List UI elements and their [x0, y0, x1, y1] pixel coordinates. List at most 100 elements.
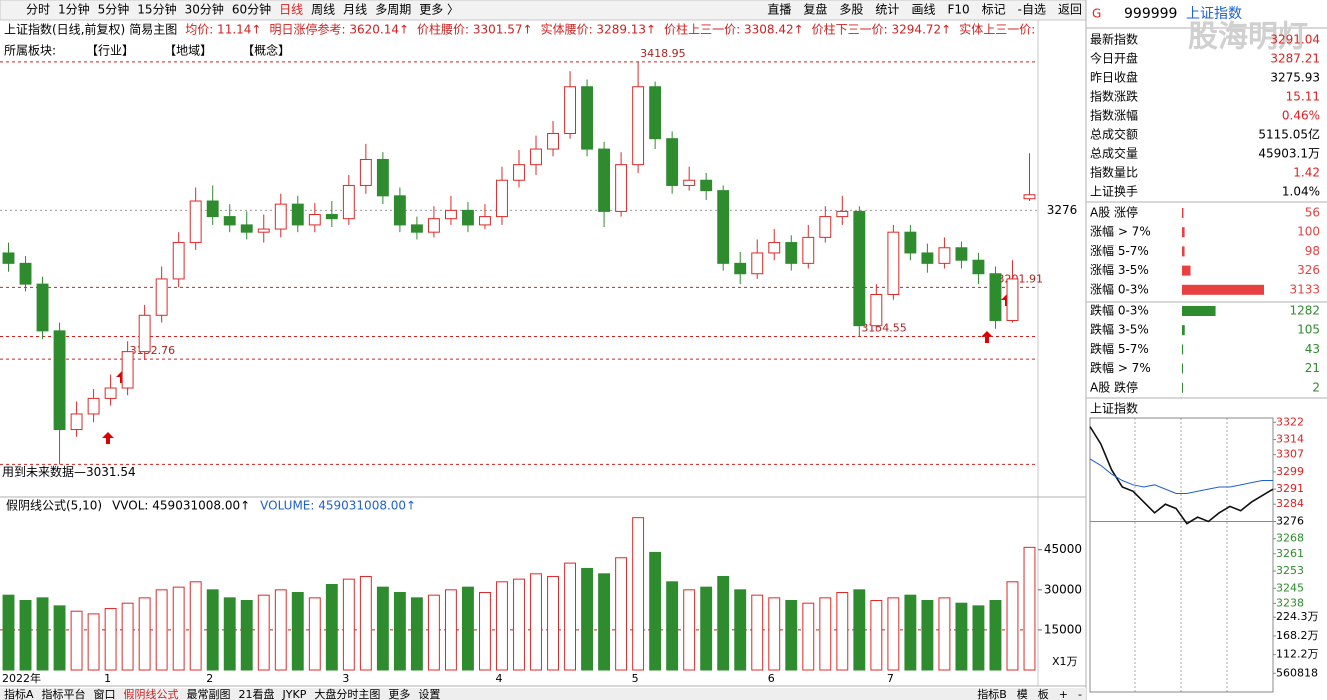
toolbar-button[interactable]: 1分钟	[58, 2, 90, 17]
quote-value: 3287.21	[1270, 52, 1320, 66]
candle-body	[87, 397, 100, 415]
x-tick-label: 7	[887, 672, 894, 685]
y-tick-label: 3253	[1276, 564, 1304, 577]
quote-label: 最新指数	[1090, 32, 1138, 47]
volume-bar	[240, 600, 253, 671]
quote-value: 1.42	[1293, 166, 1320, 180]
toolbar-button[interactable]: 标记	[982, 3, 1006, 17]
tab[interactable]: 大盘分时主图	[314, 687, 380, 700]
toolbar-button[interactable]: 月线	[343, 3, 367, 17]
quote-label: 今日开盘	[1090, 51, 1138, 66]
toolbar-button[interactable]: -自选	[1018, 3, 1046, 17]
candle-body	[802, 236, 815, 264]
candle-body	[887, 231, 900, 296]
volume-bar	[751, 594, 764, 671]
volume-bar	[632, 517, 645, 671]
volume-bar	[2, 594, 15, 671]
volume-bar	[938, 597, 951, 671]
tab[interactable]: 指标平台	[42, 687, 86, 700]
volume-bar	[1023, 546, 1036, 671]
volume-bar	[19, 600, 32, 671]
candle-body	[700, 179, 713, 192]
volume-bar	[342, 578, 355, 671]
candle-body	[615, 164, 628, 212]
y-tick-label: 3276	[1276, 514, 1304, 527]
market-tag: G	[1092, 7, 1101, 21]
candle-body	[291, 203, 304, 226]
toolbar-button[interactable]: 统计	[875, 3, 899, 17]
tab[interactable]: 板	[1038, 687, 1049, 700]
tab[interactable]: 假阴线公式	[124, 687, 179, 700]
candle-body	[751, 252, 764, 275]
toolbar-button[interactable]: 日线	[279, 3, 303, 17]
tab[interactable]: 模	[1017, 688, 1028, 700]
stat-label: 跌幅 3-5%	[1090, 322, 1149, 337]
tab[interactable]: +	[1059, 688, 1068, 700]
volume-bar	[836, 592, 849, 671]
sector-link[interactable]: 【地域】	[164, 44, 212, 58]
stat-bar	[1182, 382, 1183, 393]
candle-body	[955, 247, 968, 261]
tab[interactable]: 指标A	[4, 687, 34, 700]
stat-label: A股 涨停	[1090, 205, 1138, 220]
volume-bar	[615, 557, 628, 671]
toolbar-button[interactable]: 多股	[839, 3, 863, 17]
volume-bar	[53, 605, 66, 671]
tab[interactable]: 指标B	[977, 687, 1007, 700]
toolbar-button[interactable]: 更多 〉	[419, 3, 459, 17]
candle-body	[257, 228, 270, 233]
candle-body	[547, 132, 559, 150]
quote-value: 15.11	[1286, 90, 1320, 104]
quote-label: 指数涨幅	[1090, 108, 1138, 123]
toolbar-button[interactable]: 复盘	[803, 2, 827, 17]
x-tick-label: 6	[768, 672, 775, 685]
toolbar-button[interactable]: F10	[947, 3, 969, 17]
candle-body	[325, 214, 338, 220]
candle-body	[649, 86, 662, 140]
toolbar-button[interactable]: 30分钟	[185, 2, 224, 17]
volume-bar	[257, 594, 270, 671]
toolbar-button[interactable]: 周线	[311, 3, 335, 17]
volume-bar	[172, 586, 185, 671]
toolbar-button[interactable]: 分时	[26, 3, 50, 17]
x-tick-label: 4	[495, 672, 502, 685]
toolbar-button[interactable]: 返回	[1058, 3, 1082, 17]
y-tick-label: 3261	[1276, 547, 1304, 560]
x-tick-label: 1	[104, 672, 111, 685]
volume-bar	[206, 589, 219, 671]
volume-bar	[87, 613, 100, 671]
stat-label: 涨幅 > 7%	[1090, 224, 1151, 239]
watermark: 股海明灯	[1188, 20, 1308, 55]
toolbar-button[interactable]: 多周期	[375, 3, 411, 17]
y-tick-label: 3245	[1276, 581, 1304, 594]
tab[interactable]: JYKP	[282, 688, 307, 700]
toolbar-button[interactable]: 直播	[767, 3, 791, 17]
candle-body	[342, 184, 355, 220]
tab[interactable]: 更多	[388, 687, 410, 700]
toolbar-button[interactable]: 5分钟	[98, 2, 130, 17]
volume-bar	[376, 586, 389, 671]
sector-link[interactable]: 【行业】	[86, 44, 134, 58]
volume-bar	[36, 597, 49, 671]
volume-bar	[598, 573, 611, 671]
volume-bar	[223, 597, 236, 671]
tab[interactable]: 21看盘	[239, 687, 275, 700]
volume-bar	[581, 567, 594, 671]
toolbar-button[interactable]: 60分钟	[232, 2, 271, 17]
tab[interactable]: 最常副图	[187, 688, 231, 700]
volume-bar	[564, 562, 576, 671]
toolbar-button[interactable]: 画线	[911, 3, 935, 17]
tab[interactable]: 窗口	[94, 687, 116, 700]
x-tick-label: 5	[632, 672, 639, 685]
volume-bar	[444, 589, 457, 671]
candle-body	[836, 210, 849, 218]
tab[interactable]: -	[1078, 688, 1082, 700]
volume-bar	[921, 600, 934, 671]
quote-value: 3291.04	[1270, 33, 1320, 47]
toolbar-button[interactable]: 15分钟	[137, 2, 176, 17]
candle-body	[734, 262, 747, 275]
stat-label: 跌幅 5-7%	[1090, 341, 1149, 356]
sector-link[interactable]: 【概念】	[242, 43, 290, 58]
volume-bar	[189, 581, 202, 671]
tab[interactable]: 设置	[418, 688, 440, 700]
